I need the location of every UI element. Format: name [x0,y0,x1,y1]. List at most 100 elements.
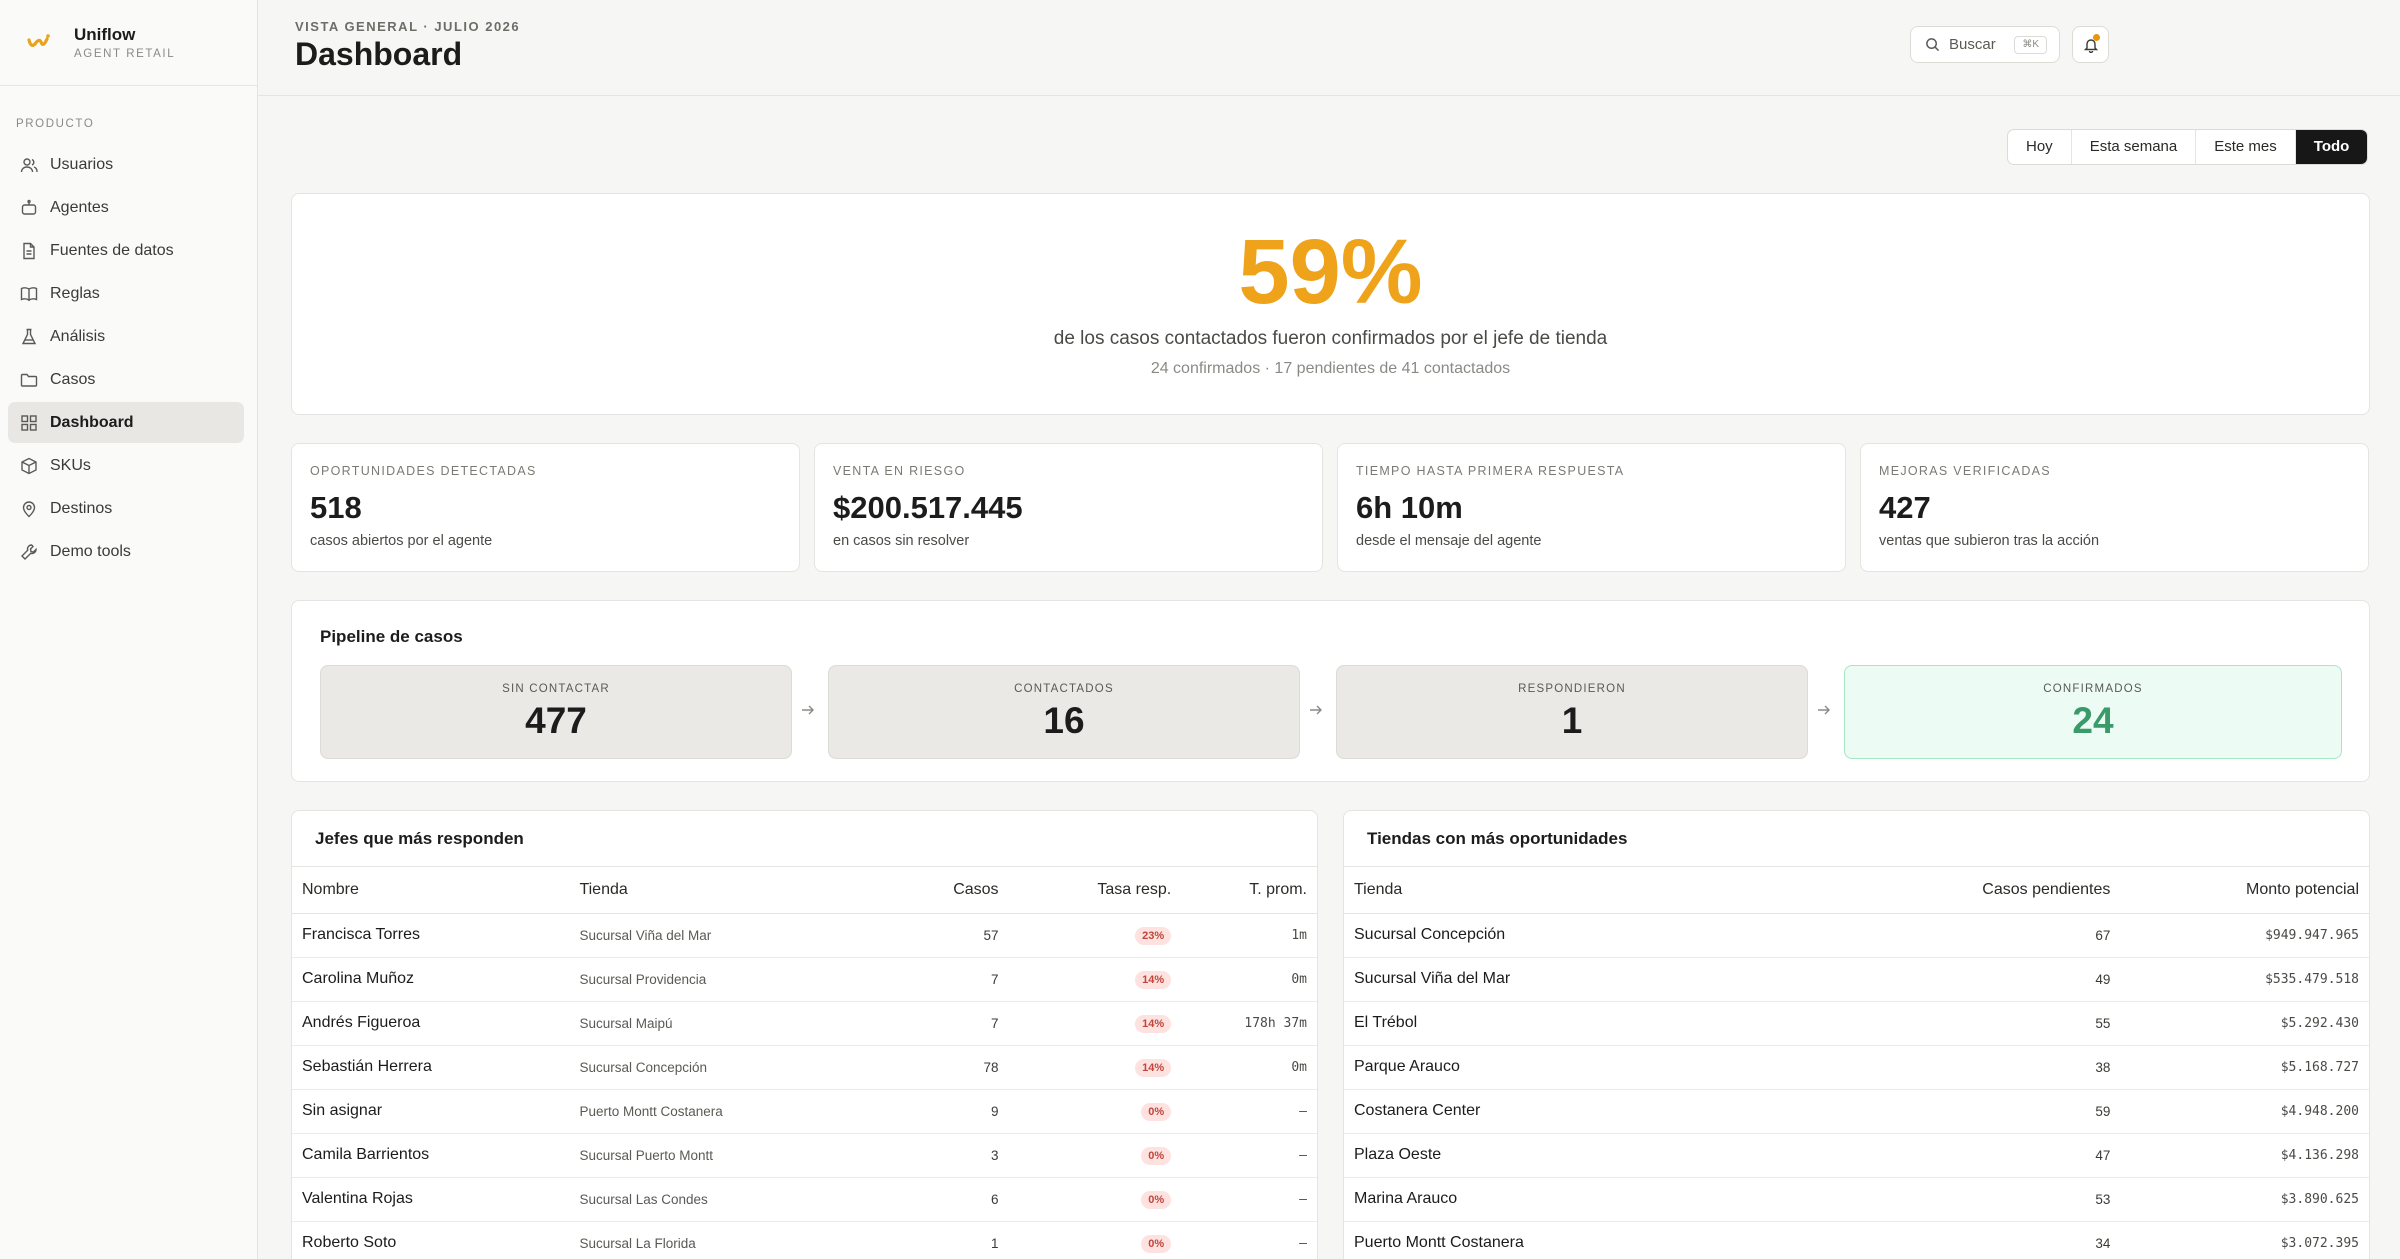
brand[interactable]: Uniflow AGENT RETAIL [0,0,257,86]
kpi-value: 6h 10m [1356,490,1463,525]
kpi-value: 518 [310,490,362,525]
sidebar-item-usuarios[interactable]: Usuarios [8,144,244,185]
kpi-label: OPORTUNIDADES DETECTADAS [310,464,537,478]
filter-hoy[interactable]: Hoy [2008,130,2072,164]
table-header-row: Tienda Casos pendientes Monto potencial [1344,867,2369,914]
kpi-label: MEJORAS VERIFICADAS [1879,464,2051,478]
column-header[interactable]: Nombre [292,867,570,914]
filter-esta-semana[interactable]: Esta semana [2072,130,2197,164]
column-header[interactable]: T. prom. [1181,867,1317,914]
store-amount: $4.136.298 [2120,1133,2369,1178]
manager-cases: 57 [868,913,1009,958]
column-header[interactable]: Tienda [1344,867,1794,914]
column-header[interactable]: Tienda [569,867,869,914]
table-row[interactable]: Sebastián Herrera Sucursal Concepción 78 14… [292,1045,1317,1090]
sidebar-item-demo-tools[interactable]: Demo tools [8,531,244,572]
store-amount: $3.072.395 [2120,1221,2369,1259]
manager-cases: 3 [868,1133,1009,1178]
rate-badge: 0% [1141,1234,1172,1253]
users-icon [20,156,38,174]
confirmation-description: de los casos contactados fueron confirma… [1053,328,1608,349]
table-row[interactable]: Francisca Torres Sucursal Viña del Mar 57 2… [292,913,1317,958]
table-row[interactable]: Puerto Montt Costanera 34 $3.072.395 [1344,1221,2369,1259]
store-amount: $535.479.518 [2120,957,2369,1002]
stage-sin-contactar[interactable]: SIN CONTACTAR 477 [320,665,792,759]
manager-time: – [1181,1089,1317,1134]
kpi-note: en casos sin resolver [833,533,970,549]
store-name: Sucursal Concepción [1344,913,1794,958]
column-header[interactable]: Casos [868,867,1009,914]
table-row[interactable]: El Trébol 55 $5.292.430 [1344,1001,2369,1046]
table-row[interactable]: Sin asignar Puerto Montt Costanera 9 0% – [292,1089,1317,1134]
kpi-card-mejoras-verificadas: MEJORAS VERIFICADAS 427 ventas que subie… [1860,443,2369,572]
sidebar: Uniflow AGENT RETAIL PRODUCTO Usuarios A… [0,0,258,1259]
sidebar-item-casos[interactable]: Casos [8,359,244,400]
rate-cell: 0% [1008,1221,1182,1259]
uniflow-logo-icon [27,33,50,47]
manager-cases: 1 [868,1221,1009,1259]
manager-name: Valentina Rojas [292,1177,570,1222]
managers-table-title: Jefes que más responden [292,811,1317,867]
rate-badge: 23% [1135,926,1172,945]
search-shortcut: ⌘K [2014,36,2047,54]
stage-value: 16 [1043,700,1085,741]
store-amount: $3.890.625 [2120,1177,2369,1222]
filter-este-mes[interactable]: Este mes [2196,130,2296,164]
grid-icon [20,414,38,432]
stores-table-title: Tiendas con más oportunidades [1344,811,2369,867]
app-name: Uniflow [74,25,136,44]
wrench-icon [20,543,38,561]
sidebar-item-fuentes-de-datos[interactable]: Fuentes de datos [8,230,244,271]
column-header[interactable]: Tasa resp. [1008,867,1182,914]
sidebar-item-label: Reglas [50,284,100,302]
manager-time: 0m [1181,1045,1317,1090]
sidebar-item-analisis[interactable]: Análisis [8,316,244,357]
store-amount: $949.947.965 [2120,913,2369,958]
store-pending: 47 [1793,1133,2121,1178]
sidebar-item-label: Agentes [50,198,109,216]
manager-time: 1m [1181,913,1317,958]
sidebar-item-agentes[interactable]: Agentes [8,187,244,228]
table-row[interactable]: Camila Barrientos Sucursal Puerto Montt 3 0… [292,1133,1317,1178]
manager-cases: 9 [868,1089,1009,1134]
file-icon [20,242,38,260]
stage-value: 24 [2072,700,2114,741]
pin-icon [20,500,38,518]
store-name: Plaza Oeste [1344,1133,1794,1178]
stage-contactados[interactable]: CONTACTADOS 16 [828,665,1300,759]
table-row[interactable]: Carolina Muñoz Sucursal Providencia 7 14% 0m [292,957,1317,1002]
filter-todo[interactable]: Todo [2295,130,2368,164]
sidebar-item-skus[interactable]: SKUs [8,445,244,486]
sidebar-item-dashboard[interactable]: Dashboard [8,402,244,443]
manager-cases: 7 [868,1001,1009,1046]
table-row[interactable]: Parque Arauco 38 $5.168.727 [1344,1045,2369,1090]
table-row[interactable]: Sucursal Viña del Mar 49 $535.479.518 [1344,957,2369,1002]
table-row[interactable]: Roberto Soto Sucursal La Florida 1 0% – [292,1221,1317,1259]
manager-store: Sucursal Las Condes [569,1177,869,1222]
table-row[interactable]: Plaza Oeste 47 $4.136.298 [1344,1133,2369,1178]
sidebar-item-destinos[interactable]: Destinos [8,488,244,529]
table-row[interactable]: Costanera Center 59 $4.948.200 [1344,1089,2369,1134]
stage-label: RESPONDIERON [1518,683,1626,695]
pipeline-title: Pipeline de casos [320,627,463,646]
manager-time: – [1181,1133,1317,1178]
stage-respondieron[interactable]: RESPONDIERON 1 [1336,665,1808,759]
box-icon [20,457,38,475]
stores-table-card: Tiendas con más oportunidades Tienda Cas… [1343,810,2370,1259]
column-header[interactable]: Monto potencial [2120,867,2369,914]
column-header[interactable]: Casos pendientes [1793,867,2121,914]
stage-confirmados[interactable]: CONFIRMADOS 24 [1844,665,2342,759]
sidebar-item-reglas[interactable]: Reglas [8,273,244,314]
table-row[interactable]: Sucursal Concepción 67 $949.947.965 [1344,913,2369,958]
manager-cases: 78 [868,1045,1009,1090]
manager-time: 0m [1181,957,1317,1002]
manager-store: Sucursal Concepción [569,1045,869,1090]
search-button[interactable]: Buscar ⌘K [1910,26,2060,63]
rate-cell: 23% [1008,913,1182,958]
table-row[interactable]: Valentina Rojas Sucursal Las Condes 6 0% – [292,1177,1317,1222]
kpi-label: VENTA EN RIESGO [833,464,966,478]
table-row[interactable]: Andrés Figueroa Sucursal Maipú 7 14% 178h 37… [292,1001,1317,1046]
notifications-button[interactable] [2072,26,2109,63]
table-row[interactable]: Marina Arauco 53 $3.890.625 [1344,1177,2369,1222]
store-name: Marina Arauco [1344,1177,1794,1222]
